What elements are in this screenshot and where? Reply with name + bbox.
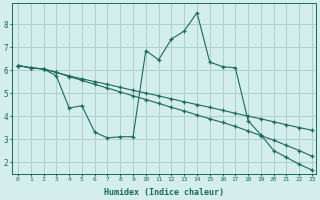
X-axis label: Humidex (Indice chaleur): Humidex (Indice chaleur) [104, 188, 224, 197]
